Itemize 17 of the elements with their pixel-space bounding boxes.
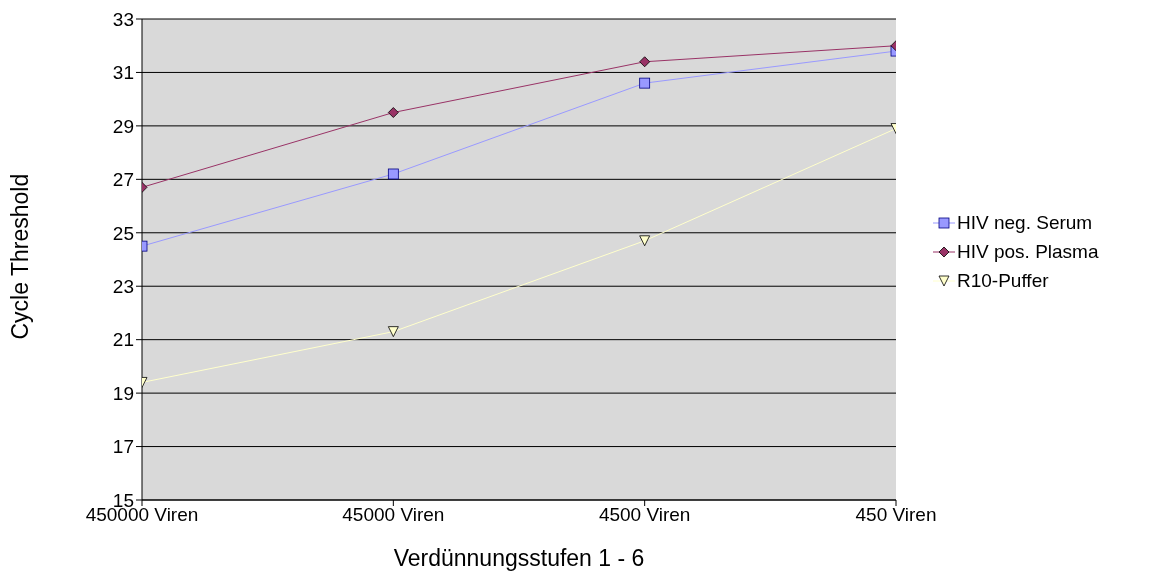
legend-label: HIV pos. Plasma: [957, 240, 1099, 264]
x-tick-label: 450 Viren: [855, 504, 937, 526]
x-tick-label: 4500 Viren: [598, 504, 691, 526]
x-tick-label: 45000 Viren: [342, 504, 445, 526]
y-tick-label: 25: [112, 222, 134, 244]
y-tick-label: 23: [112, 275, 134, 297]
y-axis-title: Cycle Threshold: [7, 173, 34, 340]
y-tick-label: 29: [112, 115, 134, 137]
y-tick-label: 19: [112, 382, 134, 404]
y-tick-label: 27: [112, 169, 134, 191]
y-tick-label: 21: [112, 329, 134, 351]
y-tick-label: 31: [112, 62, 134, 84]
legend-label: R10-Puffer: [957, 269, 1049, 293]
y-tick-label: 33: [112, 8, 134, 30]
x-axis-title: Verdünnungsstufen 1 - 6: [393, 545, 645, 571]
legend-label: HIV neg. Serum: [957, 211, 1093, 235]
y-tick-label: 17: [112, 436, 134, 458]
